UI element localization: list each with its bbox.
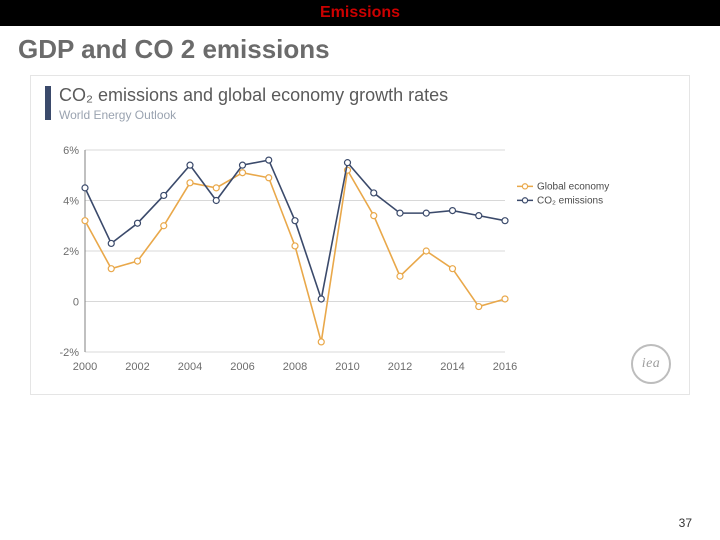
series-marker xyxy=(502,296,508,302)
x-tick-label: 2016 xyxy=(493,361,517,373)
x-tick-label: 2006 xyxy=(230,361,254,373)
series-marker xyxy=(318,296,324,302)
header-bar: Emissions xyxy=(0,0,720,26)
iea-logo: iea xyxy=(631,344,671,384)
series-marker xyxy=(371,190,377,196)
series-marker xyxy=(318,339,324,345)
slide-title: GDP and CO 2 emissions xyxy=(0,26,720,69)
x-tick-label: 2010 xyxy=(335,361,359,373)
chart-header: CO₂ emissions and global economy growth … xyxy=(45,86,675,122)
series-marker xyxy=(161,192,167,198)
series-marker xyxy=(423,248,429,254)
series-marker xyxy=(82,185,88,191)
series-marker xyxy=(213,197,219,203)
y-tick-label: 2% xyxy=(63,246,79,258)
y-tick-label: 4% xyxy=(63,195,79,207)
plot-area: -2% 0 2% 4% 6% 2000 2002 2004 2006 2008 2010 2012 20… xyxy=(45,140,625,380)
series-marker xyxy=(266,175,272,181)
chart-container: CO₂ emissions and global economy growth … xyxy=(30,75,690,395)
series-marker xyxy=(108,265,114,271)
series-line xyxy=(85,160,505,299)
y-tick-label: 0 xyxy=(73,296,79,308)
series-marker xyxy=(266,157,272,163)
series-marker xyxy=(240,170,246,176)
series-marker xyxy=(345,159,351,165)
series-marker xyxy=(135,220,141,226)
series-marker xyxy=(371,212,377,218)
series-marker xyxy=(397,210,403,216)
series-marker xyxy=(187,162,193,168)
series-marker xyxy=(135,258,141,264)
series-marker xyxy=(187,180,193,186)
accent-bar xyxy=(45,86,51,120)
series-marker xyxy=(240,162,246,168)
y-tick-label: -2% xyxy=(59,347,79,359)
chart-subtitle: World Energy Outlook xyxy=(59,108,448,122)
legend-label: CO₂ emissions xyxy=(537,195,603,206)
series-marker xyxy=(450,265,456,271)
series-marker xyxy=(82,217,88,223)
x-tick-label: 2012 xyxy=(388,361,412,373)
series-line xyxy=(85,170,505,342)
x-tick-label: 2002 xyxy=(125,361,149,373)
y-tick-label: 6% xyxy=(63,145,79,157)
line-chart-svg: -2% 0 2% 4% 6% 2000 2002 2004 2006 2008 2010 2012 20… xyxy=(45,140,625,380)
series-marker xyxy=(108,240,114,246)
series-marker xyxy=(476,303,482,309)
header-label: Emissions xyxy=(320,4,400,22)
x-tick-label: 2000 xyxy=(73,361,97,373)
series-marker xyxy=(450,207,456,213)
series-marker xyxy=(292,243,298,249)
series-marker xyxy=(502,217,508,223)
x-tick-label: 2014 xyxy=(440,361,464,373)
series-marker xyxy=(161,223,167,229)
chart-title: CO₂ emissions and global economy growth … xyxy=(59,86,448,106)
series-marker xyxy=(476,212,482,218)
series-marker xyxy=(292,217,298,223)
iea-logo-text: iea xyxy=(642,356,661,372)
series-marker xyxy=(397,273,403,279)
series-marker xyxy=(213,185,219,191)
legend-label: Global economy xyxy=(537,181,609,192)
x-tick-label: 2004 xyxy=(178,361,202,373)
series-marker xyxy=(423,210,429,216)
page-number: 37 xyxy=(679,516,692,530)
x-tick-label: 2008 xyxy=(283,361,307,373)
